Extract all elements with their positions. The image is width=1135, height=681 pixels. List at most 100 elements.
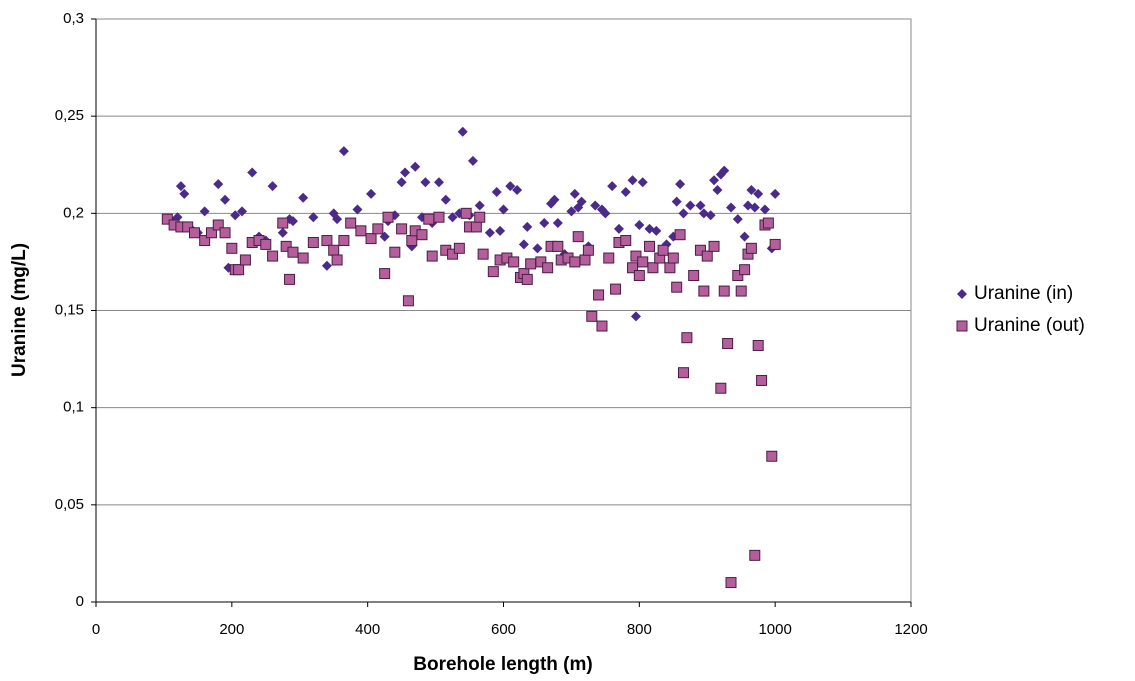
square-marker bbox=[406, 235, 418, 247]
diamond-marker bbox=[600, 208, 611, 219]
square-marker bbox=[694, 244, 706, 256]
diamond-marker bbox=[634, 219, 645, 230]
square-marker bbox=[657, 244, 669, 256]
square-marker bbox=[280, 240, 292, 252]
square-marker bbox=[593, 289, 605, 301]
diamond-marker bbox=[566, 206, 577, 217]
square-marker bbox=[460, 207, 472, 219]
diamond-marker bbox=[759, 204, 770, 215]
y-tick-label: 0 bbox=[76, 593, 84, 610]
square-marker bbox=[762, 217, 774, 229]
square-marker bbox=[749, 549, 761, 561]
square-marker bbox=[328, 244, 340, 256]
x-tick-label: 800 bbox=[627, 621, 652, 638]
square-marker bbox=[630, 250, 642, 262]
diamond-marker bbox=[495, 225, 506, 236]
square-marker bbox=[379, 268, 391, 280]
square-marker bbox=[161, 213, 173, 225]
square-marker bbox=[212, 219, 224, 231]
diamond-marker bbox=[770, 188, 781, 199]
diamond-marker bbox=[746, 185, 757, 196]
diamond-marker bbox=[175, 181, 186, 192]
square-marker bbox=[345, 217, 357, 229]
square-marker bbox=[688, 270, 700, 282]
square-marker bbox=[182, 221, 194, 233]
diamond-marker bbox=[308, 212, 319, 223]
diamond-marker bbox=[498, 204, 509, 215]
square-marker bbox=[552, 240, 564, 252]
square-marker bbox=[667, 252, 679, 264]
diamond-marker bbox=[957, 289, 967, 299]
x-tick-label: 0 bbox=[92, 621, 100, 638]
square-marker bbox=[732, 270, 744, 282]
square-marker bbox=[677, 367, 689, 379]
square-marker bbox=[226, 242, 238, 254]
square-marker bbox=[433, 211, 445, 223]
legend-label: Uranine (in) bbox=[974, 283, 1073, 304]
square-marker bbox=[355, 225, 367, 237]
square-marker bbox=[698, 285, 710, 297]
square-marker bbox=[338, 235, 350, 247]
diamond-marker bbox=[726, 202, 737, 213]
square-marker bbox=[423, 213, 435, 225]
diamond-marker bbox=[287, 216, 298, 227]
diamond-marker bbox=[447, 212, 458, 223]
diamond-marker bbox=[607, 181, 618, 192]
x-tick-label: 200 bbox=[219, 621, 244, 638]
square-marker bbox=[569, 256, 581, 268]
diamond-marker bbox=[685, 200, 696, 211]
square-marker bbox=[188, 227, 200, 239]
diamond-marker bbox=[739, 231, 750, 242]
square-marker bbox=[708, 240, 720, 252]
y-tick-label: 0,3 bbox=[63, 10, 84, 27]
square-marker bbox=[674, 229, 686, 241]
diamond-marker bbox=[549, 194, 560, 205]
diamond-marker bbox=[532, 243, 543, 254]
diamond-marker bbox=[440, 194, 451, 205]
diamond-marker bbox=[321, 260, 332, 271]
diamond-marker bbox=[410, 161, 421, 172]
square-marker bbox=[582, 244, 594, 256]
square-marker bbox=[718, 285, 730, 297]
diamond-marker bbox=[705, 210, 716, 221]
diamond-marker bbox=[230, 210, 241, 221]
x-tick-label: 600 bbox=[491, 621, 516, 638]
square-marker bbox=[620, 235, 632, 247]
diamond-marker bbox=[277, 227, 288, 238]
square-marker bbox=[487, 266, 499, 278]
square-marker bbox=[572, 231, 584, 243]
diamond-marker bbox=[338, 146, 349, 157]
square-marker bbox=[382, 211, 394, 223]
diamond-marker bbox=[576, 196, 587, 207]
diamond-marker bbox=[467, 155, 478, 166]
diamond-marker bbox=[620, 186, 631, 197]
diamond-marker bbox=[420, 177, 431, 188]
square-marker bbox=[745, 242, 757, 254]
y-tick-label: 0,05 bbox=[55, 496, 84, 513]
square-marker bbox=[477, 248, 489, 260]
diamond-marker bbox=[651, 225, 662, 236]
square-marker bbox=[769, 238, 781, 250]
square-marker bbox=[277, 217, 289, 229]
square-marker bbox=[956, 320, 968, 332]
diamond-marker bbox=[237, 206, 248, 217]
square-marker bbox=[307, 236, 319, 248]
square-marker bbox=[521, 273, 533, 285]
square-marker bbox=[525, 258, 537, 270]
square-marker bbox=[715, 382, 727, 394]
diamond-marker bbox=[433, 177, 444, 188]
y-tick-label: 0,2 bbox=[63, 204, 84, 221]
diamond-marker bbox=[695, 200, 706, 211]
square-marker bbox=[372, 223, 384, 235]
square-marker bbox=[321, 235, 333, 247]
diamond-marker bbox=[732, 214, 743, 225]
diamond-marker bbox=[709, 175, 720, 186]
diamond-marker bbox=[552, 218, 563, 229]
diamond-marker bbox=[400, 167, 411, 178]
square-marker bbox=[416, 229, 428, 241]
diamond-marker bbox=[505, 181, 516, 192]
square-marker bbox=[735, 285, 747, 297]
square-marker bbox=[579, 254, 591, 266]
diamond-marker bbox=[199, 206, 210, 217]
square-marker bbox=[603, 252, 615, 264]
